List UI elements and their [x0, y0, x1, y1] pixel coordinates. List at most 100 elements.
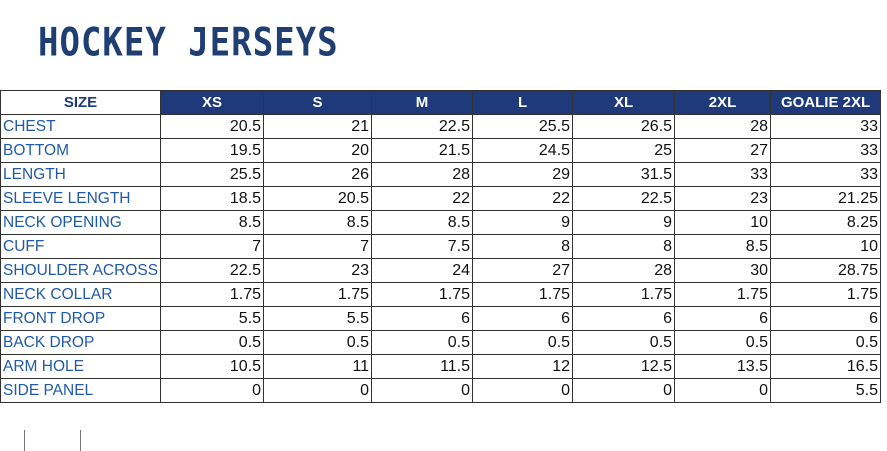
cell: 23: [674, 186, 772, 211]
cell: 28: [572, 258, 676, 283]
row-label: SLEEVE LENGTH: [0, 186, 162, 211]
cell: 20.5: [160, 114, 265, 139]
row-label: NECK OPENING: [0, 210, 162, 235]
cell: 33: [770, 162, 882, 187]
cell: 16.5: [770, 354, 882, 379]
table-row: SLEEVE LENGTH 18.5 20.5 22 22 22.5 23 21.25: [0, 186, 882, 211]
cell: 22: [472, 186, 574, 211]
cell: 22.5: [160, 258, 265, 283]
cell: 1.75: [472, 282, 574, 307]
cell: 6: [572, 306, 676, 331]
cell: 6: [472, 306, 574, 331]
row-label: CUFF: [0, 234, 162, 259]
cell: 1.75: [160, 282, 265, 307]
page-title: HOCKEY JERSEYS: [38, 20, 339, 66]
cell: 8.5: [674, 234, 772, 259]
table-row: CUFF 7 7 7.5 8 8 8.5 10: [0, 234, 882, 259]
cell: 26.5: [572, 114, 676, 139]
cell: 30: [674, 258, 772, 283]
table-row: CHEST 20.5 21 22.5 25.5 26.5 28 33: [0, 114, 882, 139]
cell: 23: [263, 258, 373, 283]
column-header: S: [263, 90, 373, 115]
cell: 0.5: [371, 330, 474, 355]
cell: 0: [160, 378, 265, 403]
cell: 22.5: [572, 186, 676, 211]
row-label: ARM HOLE: [0, 354, 162, 379]
table-row: SHOULDER ACROSS 22.5 23 24 27 28 30 28.75: [0, 258, 882, 283]
cell: 28: [371, 162, 474, 187]
cell: 24.5: [472, 138, 574, 163]
cell: 1.75: [263, 282, 373, 307]
cell: 8.5: [263, 210, 373, 235]
row-label: NECK COLLAR: [0, 282, 162, 307]
column-header: L: [472, 90, 574, 115]
cell: 0: [572, 378, 676, 403]
cell: 22: [371, 186, 474, 211]
cell: 21.25: [770, 186, 882, 211]
cell: 1.75: [572, 282, 676, 307]
table-row: LENGTH 25.5 26 28 29 31.5 33 33: [0, 162, 882, 187]
cell: 0: [371, 378, 474, 403]
table-row: ARM HOLE 10.5 11 11.5 12 12.5 13.5 16.5: [0, 354, 882, 379]
column-header: XL: [572, 90, 676, 115]
divider: [80, 430, 81, 451]
column-header: SIZE: [0, 90, 162, 115]
cell: 9: [472, 210, 574, 235]
cell: 28.75: [770, 258, 882, 283]
cell: 22.5: [371, 114, 474, 139]
cell: 9: [572, 210, 676, 235]
cell: 7: [160, 234, 265, 259]
header-row: SIZE XS S M L XL 2XL GOALIE 2XL: [0, 90, 882, 115]
cell: 5.5: [160, 306, 265, 331]
table-row: BOTTOM 19.5 20 21.5 24.5 25 27 33: [0, 138, 882, 163]
cell: 6: [770, 306, 882, 331]
row-label: FRONT DROP: [0, 306, 162, 331]
cell: 10.5: [160, 354, 265, 379]
column-header: GOALIE 2XL: [770, 90, 882, 115]
cell: 25: [572, 138, 676, 163]
cell: 0.5: [160, 330, 265, 355]
cell: 21: [263, 114, 373, 139]
row-label: SIDE PANEL: [0, 378, 162, 403]
column-header: XS: [160, 90, 265, 115]
cell: 0: [263, 378, 373, 403]
cell: 0.5: [572, 330, 676, 355]
cell: 20: [263, 138, 373, 163]
cell: 25.5: [160, 162, 265, 187]
row-label: BACK DROP: [0, 330, 162, 355]
cell: 19.5: [160, 138, 265, 163]
cell: 6: [371, 306, 474, 331]
cell: 6: [674, 306, 772, 331]
table-row: BACK DROP 0.5 0.5 0.5 0.5 0.5 0.5 0.5: [0, 330, 882, 355]
cell: 5.5: [263, 306, 373, 331]
cell: 7: [263, 234, 373, 259]
cell: 8.25: [770, 210, 882, 235]
row-label: LENGTH: [0, 162, 162, 187]
cell: 8: [572, 234, 676, 259]
cell: 26: [263, 162, 373, 187]
cell: 31.5: [572, 162, 676, 187]
cell: 28: [674, 114, 772, 139]
cell: 10: [674, 210, 772, 235]
cell: 7.5: [371, 234, 474, 259]
cell: 11: [263, 354, 373, 379]
cell: 21.5: [371, 138, 474, 163]
cell: 18.5: [160, 186, 265, 211]
row-label: CHEST: [0, 114, 162, 139]
cell: 25.5: [472, 114, 574, 139]
cell: 20.5: [263, 186, 373, 211]
table-row: NECK COLLAR 1.75 1.75 1.75 1.75 1.75 1.75 1.75: [0, 282, 882, 307]
size-table: SIZE XS S M L XL 2XL GOALIE 2XL CHEST 20.5 21 22.5 2…: [0, 90, 882, 403]
row-label: BOTTOM: [0, 138, 162, 163]
cell: 8.5: [160, 210, 265, 235]
cell: 0: [472, 378, 574, 403]
cell: 13.5: [674, 354, 772, 379]
table-row: NECK OPENING 8.5 8.5 8.5 9 9 10 8.25: [0, 210, 882, 235]
cell: 29: [472, 162, 574, 187]
cell: 0.5: [472, 330, 574, 355]
cell: 1.75: [770, 282, 882, 307]
cell: 33: [770, 114, 882, 139]
cell: 1.75: [674, 282, 772, 307]
cell: 0.5: [770, 330, 882, 355]
